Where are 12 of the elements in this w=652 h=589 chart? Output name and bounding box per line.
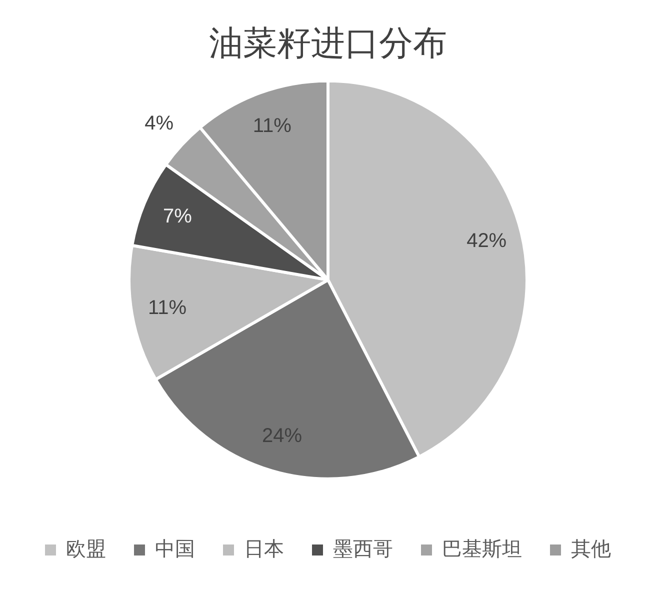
data-label: 11% (148, 296, 187, 319)
chart-title: 油菜籽进口分布 (209, 25, 447, 62)
legend-label: 巴基斯坦 (442, 538, 522, 560)
legend-label: 中国 (155, 538, 195, 560)
legend-label: 墨西哥 (333, 538, 393, 560)
data-label: 42% (466, 230, 507, 252)
legend-label: 其他 (571, 538, 611, 560)
data-label: 7% (163, 205, 192, 228)
data-label: 4% (144, 112, 174, 134)
legend-label: 欧盟 (66, 538, 106, 560)
data-label: 11% (252, 115, 292, 138)
legend-label: 日本 (244, 538, 284, 560)
